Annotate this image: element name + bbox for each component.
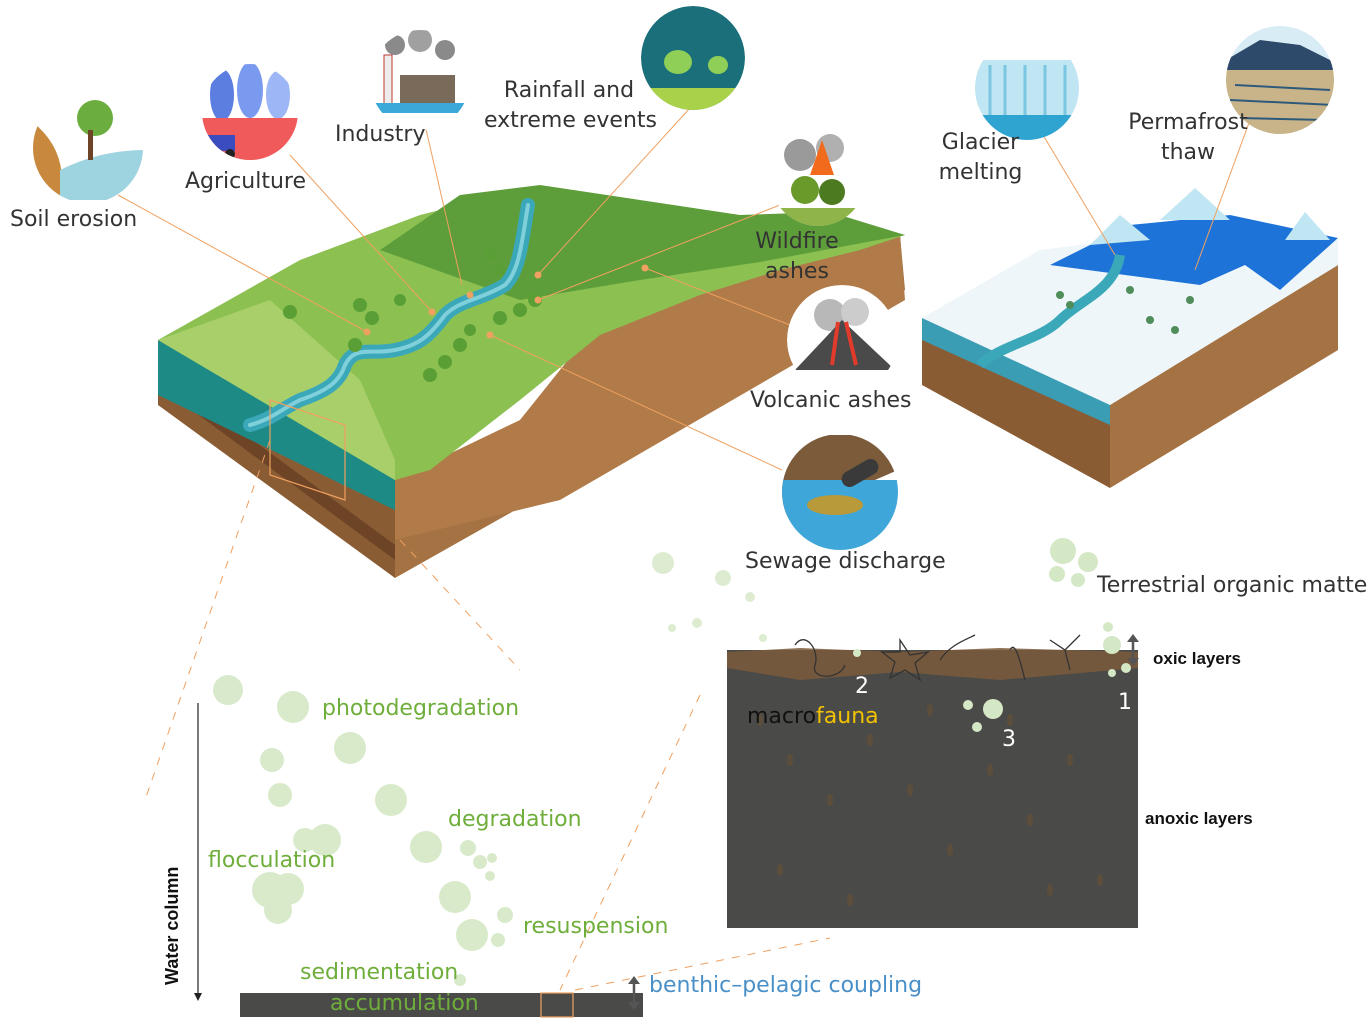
polar-landscape [922,188,1338,488]
sediment-core [727,622,1139,928]
label-anoxic-layers: anoxic layers [1145,809,1253,828]
soil-erosion-icon [33,93,143,203]
legend-terrestrial-organic-matter: Terrestrial organic matter [1097,573,1367,598]
label-agriculture: Agriculture [185,169,306,194]
label-degradation: degradation [448,807,582,832]
label-rainfall: Rainfall and extreme events [484,78,657,133]
label-oxic-layers: oxic layers [1153,649,1241,668]
volcano-icon [787,285,897,395]
glacier-icon [975,36,1079,140]
rainfall-icon [641,6,745,110]
label-sewage: Sewage discharge [745,549,946,574]
water-column-axis-label: Water column [162,866,182,985]
label-wildfire: Wildfire ashes [755,229,839,284]
sediment-particles [853,622,1131,732]
label-benthic-pelagic-coupling: benthic–pelagic coupling [649,973,923,998]
drifting-particles [652,552,767,642]
zoom-guide-lines [144,439,831,991]
water-column [194,675,643,1018]
label-soil-erosion: Soil erosion [10,207,138,232]
label-sedimentation: sedimentation [300,960,459,985]
marker-2: 2 [855,674,869,699]
sewage-icon [782,434,898,550]
label-resuspension: resuspension [523,914,669,939]
label-photodegradation: photodegradation [322,696,520,721]
label-glacier: Glacier melting [938,130,1023,185]
label-permafrost: Permafrost thaw [1128,110,1248,165]
label-volcanic: Volcanic ashes [750,388,912,413]
industry-icon [370,30,470,130]
main-landscape [158,185,905,578]
permafrost-icon [1226,26,1334,134]
agriculture-icon [202,64,298,160]
wildfire-icon [770,130,866,226]
sediment-speckles [757,704,1103,906]
label-accumulation: accumulation [330,991,479,1016]
macrofauna-drawings [794,634,1081,682]
water-particles [213,675,513,986]
leader-lines [117,107,1251,471]
marker-1: 1 [1118,690,1132,715]
marker-3: 3 [1002,727,1016,752]
label-industry: Industry [335,122,426,147]
label-flocculation: flocculation [208,848,336,873]
label-macrofauna: macrofauna [747,704,879,729]
legend-particles-icon [1049,538,1098,587]
